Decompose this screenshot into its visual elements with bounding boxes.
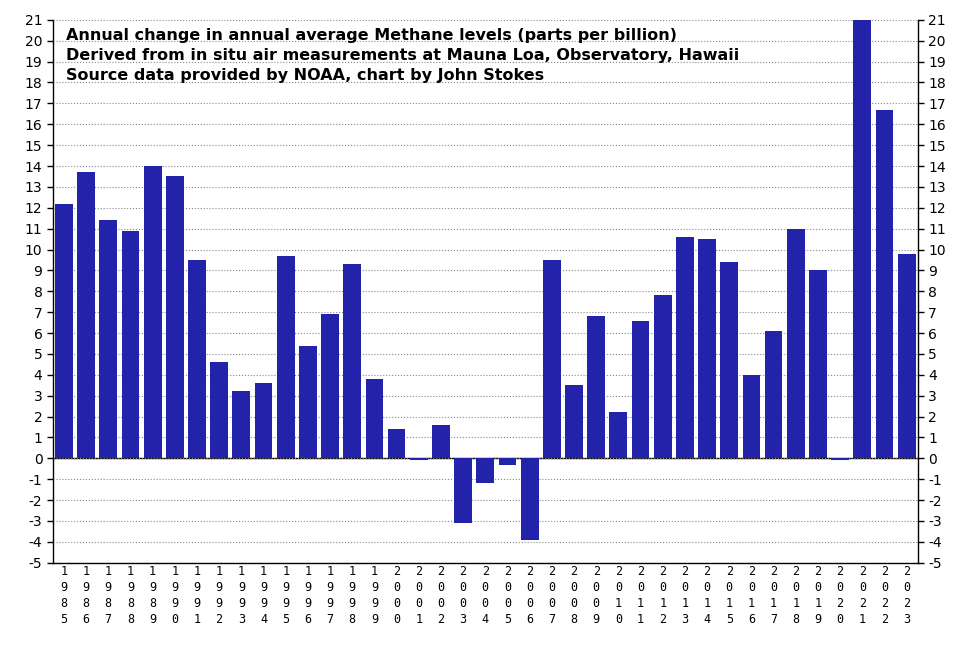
Bar: [653, 295, 672, 458]
Bar: [99, 220, 117, 458]
Bar: [765, 331, 782, 458]
Bar: [609, 412, 628, 458]
Bar: [499, 458, 516, 465]
Bar: [831, 458, 849, 460]
Bar: [144, 166, 161, 458]
Bar: [188, 260, 206, 458]
Bar: [410, 458, 428, 460]
Bar: [587, 316, 605, 458]
Bar: [455, 458, 472, 523]
Bar: [321, 314, 339, 458]
Bar: [809, 270, 826, 458]
Bar: [853, 20, 872, 458]
Bar: [565, 385, 583, 458]
Bar: [787, 228, 804, 458]
Bar: [387, 429, 406, 458]
Bar: [343, 264, 361, 458]
Bar: [255, 383, 272, 458]
Bar: [365, 379, 383, 458]
Bar: [521, 458, 538, 540]
Bar: [743, 375, 760, 458]
Text: Annual change in annual average Methane levels (parts per billion)
Derived from : Annual change in annual average Methane …: [65, 28, 739, 83]
Bar: [210, 362, 228, 458]
Bar: [233, 391, 250, 458]
Bar: [55, 204, 73, 458]
Bar: [676, 237, 694, 458]
Bar: [299, 346, 317, 458]
Bar: [432, 425, 450, 458]
Bar: [898, 254, 916, 458]
Bar: [699, 239, 716, 458]
Bar: [77, 172, 95, 458]
Bar: [543, 260, 560, 458]
Bar: [122, 231, 139, 458]
Bar: [875, 110, 894, 458]
Bar: [631, 320, 650, 458]
Bar: [166, 177, 184, 458]
Bar: [277, 256, 295, 458]
Bar: [477, 458, 494, 483]
Bar: [721, 262, 738, 458]
